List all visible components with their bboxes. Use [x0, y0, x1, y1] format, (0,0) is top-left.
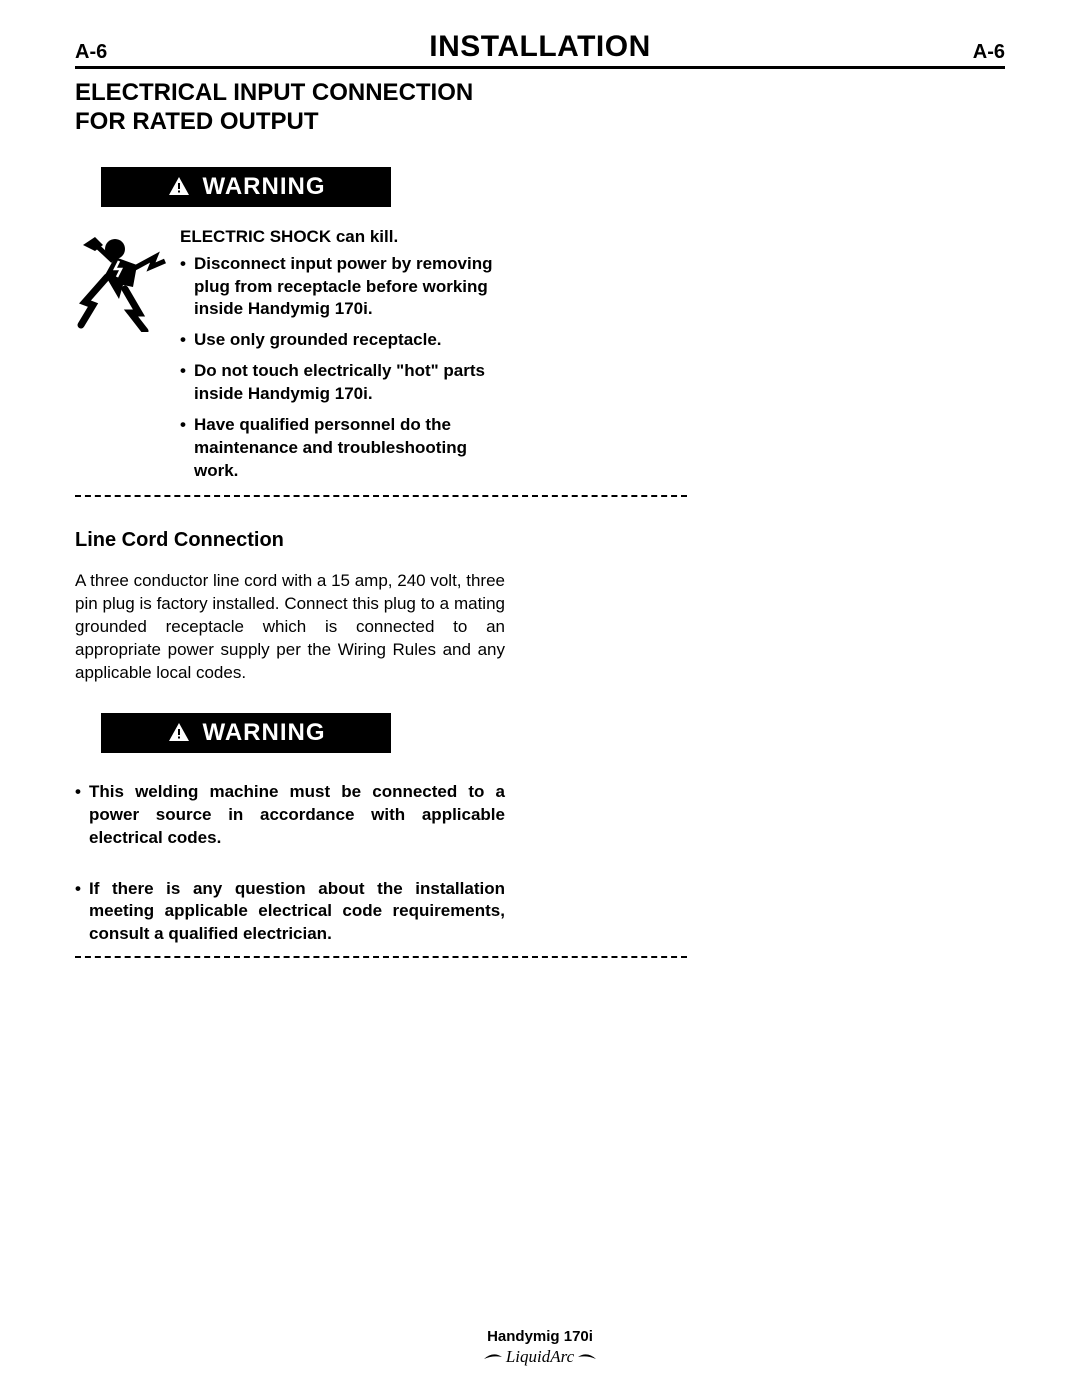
warning1-bullet: Do not touch electrically "hot" parts in…	[180, 360, 505, 406]
warning2-bullet: This welding machine must be connected t…	[75, 781, 505, 850]
warning-triangle-icon	[167, 721, 191, 745]
subsection-heading: Line Cord Connection	[75, 529, 505, 552]
brand-swoosh-icon	[578, 1353, 596, 1361]
warning-label-2: WARNING	[203, 719, 326, 747]
warning1-bullet: Have qualified personnel do the maintena…	[180, 414, 505, 483]
warning-banner-1: WARNING	[101, 167, 391, 207]
footer-brand-text: LiquidArc	[506, 1347, 574, 1366]
shock-warning-block: ELECTRIC SHOCK can kill. Disconnect inpu…	[75, 227, 505, 491]
warning-triangle-icon	[167, 175, 191, 199]
content-column: WARNING ELECTRIC SHOCK can kill. Disconn…	[75, 167, 505, 491]
shock-heading: ELECTRIC SHOCK can kill.	[180, 227, 505, 247]
dashed-divider-2	[75, 956, 687, 958]
content-column-2: Line Cord Connection A three conductor l…	[75, 529, 505, 946]
warning2-bullets: This welding machine must be connected t…	[75, 781, 505, 947]
warning-label-1: WARNING	[203, 173, 326, 201]
section-heading-line1: ELECTRICAL INPUT CONNECTION	[75, 79, 473, 106]
dashed-divider-1	[75, 495, 687, 497]
page-number-left: A-6	[75, 41, 107, 64]
warning-banner-2: WARNING	[101, 713, 391, 753]
warning-block-2: WARNING This welding machine must be con…	[75, 713, 505, 947]
section-heading-line2: FOR RATED OUTPUT	[75, 108, 319, 135]
page-title: INSTALLATION	[429, 30, 651, 64]
warning1-bullets: Disconnect input power by removing plug …	[180, 253, 505, 483]
warning1-bullet: Use only grounded receptacle.	[180, 329, 505, 352]
footer-brand-name: LiquidArc	[506, 1347, 574, 1367]
electric-shock-icon	[75, 227, 170, 332]
brand-swoosh-icon	[484, 1353, 502, 1361]
warning2-bullet: If there is any question about the insta…	[75, 878, 505, 947]
shock-warning-text: ELECTRIC SHOCK can kill. Disconnect inpu…	[180, 227, 505, 491]
section-heading: ELECTRICAL INPUT CONNECTION FOR RATED OU…	[75, 79, 1005, 137]
warning1-bullet: Disconnect input power by removing plug …	[180, 253, 505, 322]
footer-product-name: Handymig 170i	[0, 1328, 1080, 1345]
page-header: A-6 INSTALLATION A-6	[75, 30, 1005, 69]
page-number-right: A-6	[973, 41, 1005, 64]
page-footer: Handymig 170i LiquidArc	[0, 1328, 1080, 1367]
line-cord-body-text: A three conductor line cord with a 15 am…	[75, 570, 505, 685]
